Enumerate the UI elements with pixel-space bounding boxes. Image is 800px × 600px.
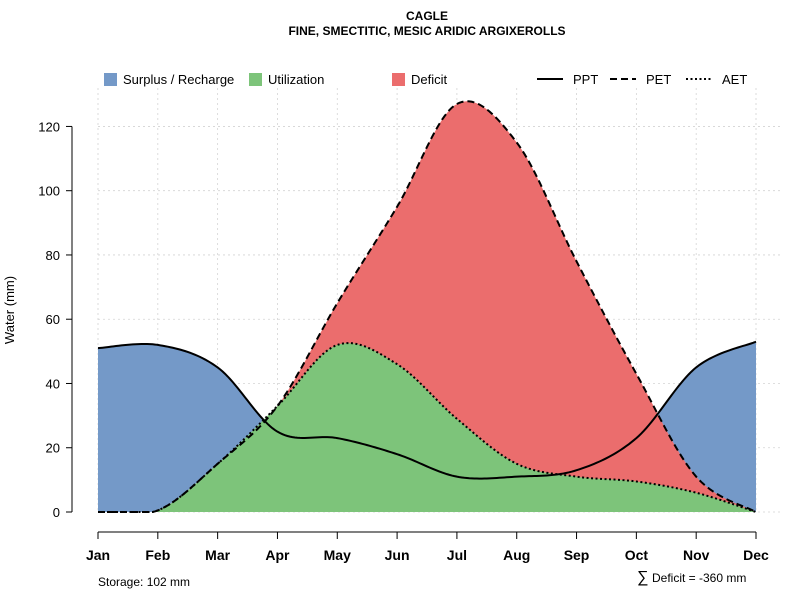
- series-lines: [97, 100, 757, 513]
- y-tick-label: 60: [46, 312, 60, 327]
- chart-title: CAGLE: [406, 9, 448, 23]
- x-tick-label: Oct: [625, 547, 649, 563]
- chart-legend: Surplus / Recharge Utilization Deficit PPT P…: [104, 72, 747, 87]
- area-fills: [98, 101, 756, 512]
- legend-label: PPT: [573, 72, 598, 87]
- aet-line: [98, 342, 757, 513]
- deficit-area: [98, 101, 756, 512]
- legend-label: Utilization: [268, 72, 324, 87]
- axes: 0 20 40 60 80 100 120 Jan Feb Mar Apr May Jun Jul Aug S…: [38, 119, 769, 563]
- x-tick-label: Jun: [385, 547, 410, 563]
- legend-swatch: [104, 73, 117, 86]
- deficit-note: Deficit = -360 mm: [652, 571, 746, 585]
- x-tick-label: Apr: [265, 547, 290, 563]
- legend-label: PET: [646, 72, 671, 87]
- legend-swatch: [249, 73, 262, 86]
- x-tick-label: Nov: [683, 547, 710, 563]
- legend-label: Deficit: [411, 72, 448, 87]
- y-axis-label: Water (mm): [2, 276, 17, 344]
- y-tick-label: 40: [46, 376, 60, 391]
- y-tick-label: 100: [38, 184, 60, 199]
- y-tick-label: 20: [46, 441, 60, 456]
- utilization-area: [98, 343, 756, 512]
- x-tick-label: Dec: [743, 547, 769, 563]
- x-tick-label: Jan: [86, 547, 110, 563]
- x-tick-label: Aug: [503, 547, 530, 563]
- x-tick-label: Jul: [447, 547, 467, 563]
- deficit-sum-icon: ∑: [637, 569, 648, 586]
- x-tick-label: May: [324, 547, 351, 563]
- legend-label: Surplus / Recharge: [123, 72, 234, 87]
- y-tick-label: 0: [53, 505, 60, 520]
- x-tick-label: Sep: [564, 547, 590, 563]
- y-tick-label: 80: [46, 248, 60, 263]
- legend-label: AET: [722, 72, 747, 87]
- y-tick-label: 120: [38, 119, 60, 134]
- x-tick-label: Feb: [145, 547, 170, 563]
- storage-note: Storage: 102 mm: [98, 575, 190, 589]
- legend-swatch: [392, 73, 405, 86]
- chart-subtitle: FINE, SMECTITIC, MESIC ARIDIC ARGIXEROLL…: [288, 24, 565, 38]
- x-tick-label: Mar: [205, 547, 230, 563]
- ppt-line: [97, 340, 757, 480]
